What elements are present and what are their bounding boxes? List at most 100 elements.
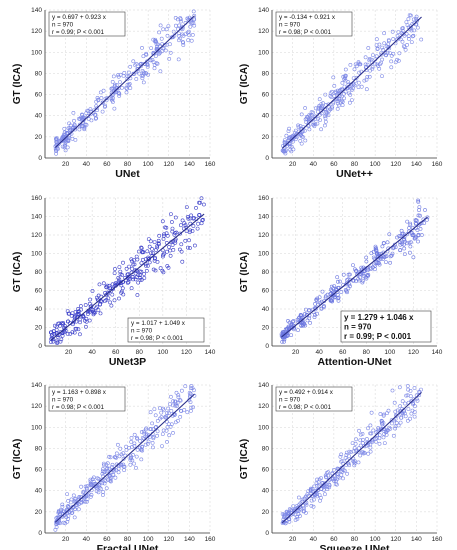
data-point [410,231,414,236]
data-point [315,494,320,499]
regression-line [54,393,195,523]
data-point [331,467,336,472]
data-point [390,421,394,426]
data-point [368,449,373,454]
data-point [381,435,386,440]
y-tick-label: 80 [262,269,270,276]
data-point [372,262,376,267]
data-point [134,254,139,259]
data-point [356,60,361,65]
data-point [165,249,169,254]
data-point [371,428,376,433]
x-tick-label: 60 [112,349,120,356]
data-point [417,208,421,213]
data-point [180,218,185,223]
data-point [54,327,59,332]
data-point [411,33,416,38]
data-point [105,292,110,296]
data-point [102,481,107,486]
data-point [130,266,135,271]
y-tick-label: 20 [35,325,43,332]
data-point [150,445,155,450]
data-point [386,42,391,47]
data-point [364,259,369,264]
data-point [379,52,384,57]
data-point [353,269,358,273]
data-point [320,105,324,110]
data-point [176,57,181,62]
data-point [350,458,355,463]
y-tick-label: 0 [265,530,269,537]
data-point [373,246,378,251]
data-point [349,86,354,91]
data-point [196,221,201,226]
data-point [168,50,173,55]
data-point [311,504,316,509]
data-point [383,53,388,57]
data-point [306,118,311,123]
data-point [137,275,142,280]
data-point [296,123,301,128]
data-point [118,281,123,286]
data-point [339,459,344,464]
data-point [167,57,172,61]
data-point [361,273,366,278]
data-point [94,106,99,111]
data-point [104,285,109,290]
data-point [381,421,386,425]
data-point [389,253,394,258]
data-point [137,249,141,254]
data-point [377,262,382,267]
data-point [66,514,71,518]
y-tick-label: 60 [35,467,43,474]
data-point [55,515,60,520]
data-point [185,410,190,415]
data-point [69,511,74,515]
data-point [106,296,111,301]
data-point [419,233,424,237]
data-point [363,55,368,60]
data-point [94,489,99,494]
data-point [422,221,427,225]
data-point [399,228,404,233]
data-point [79,307,84,312]
data-point [122,71,127,75]
data-point [200,218,205,223]
x-tick-label: 40 [83,161,91,168]
data-point [299,316,303,320]
data-point [393,245,398,250]
data-point [291,319,296,323]
regression-line [281,391,422,524]
data-point [99,478,103,483]
y-tick-label: 160 [31,195,42,202]
data-point [380,244,385,249]
data-point [355,272,360,277]
x-tick-label: 20 [289,536,297,543]
data-point [51,339,56,344]
data-point [88,109,93,114]
data-point [165,411,170,415]
data-point [184,205,189,210]
data-point [388,260,393,265]
data-point [332,84,337,88]
data-point [172,232,177,237]
data-point [402,246,407,251]
data-point [189,384,194,388]
data-point [109,86,114,91]
data-point [187,393,192,398]
data-point [178,414,183,419]
data-point [191,224,196,228]
data-point [199,196,204,201]
data-point [161,236,166,241]
data-point [368,423,373,428]
data-point [173,15,178,20]
data-point [80,115,85,120]
x-tick-label: 20 [292,349,300,356]
data-point [188,20,193,25]
data-point [92,481,97,486]
data-point [161,27,166,32]
data-point [154,424,159,429]
data-point [138,64,143,69]
data-point [374,37,379,42]
x-tick-label: 120 [181,349,192,356]
